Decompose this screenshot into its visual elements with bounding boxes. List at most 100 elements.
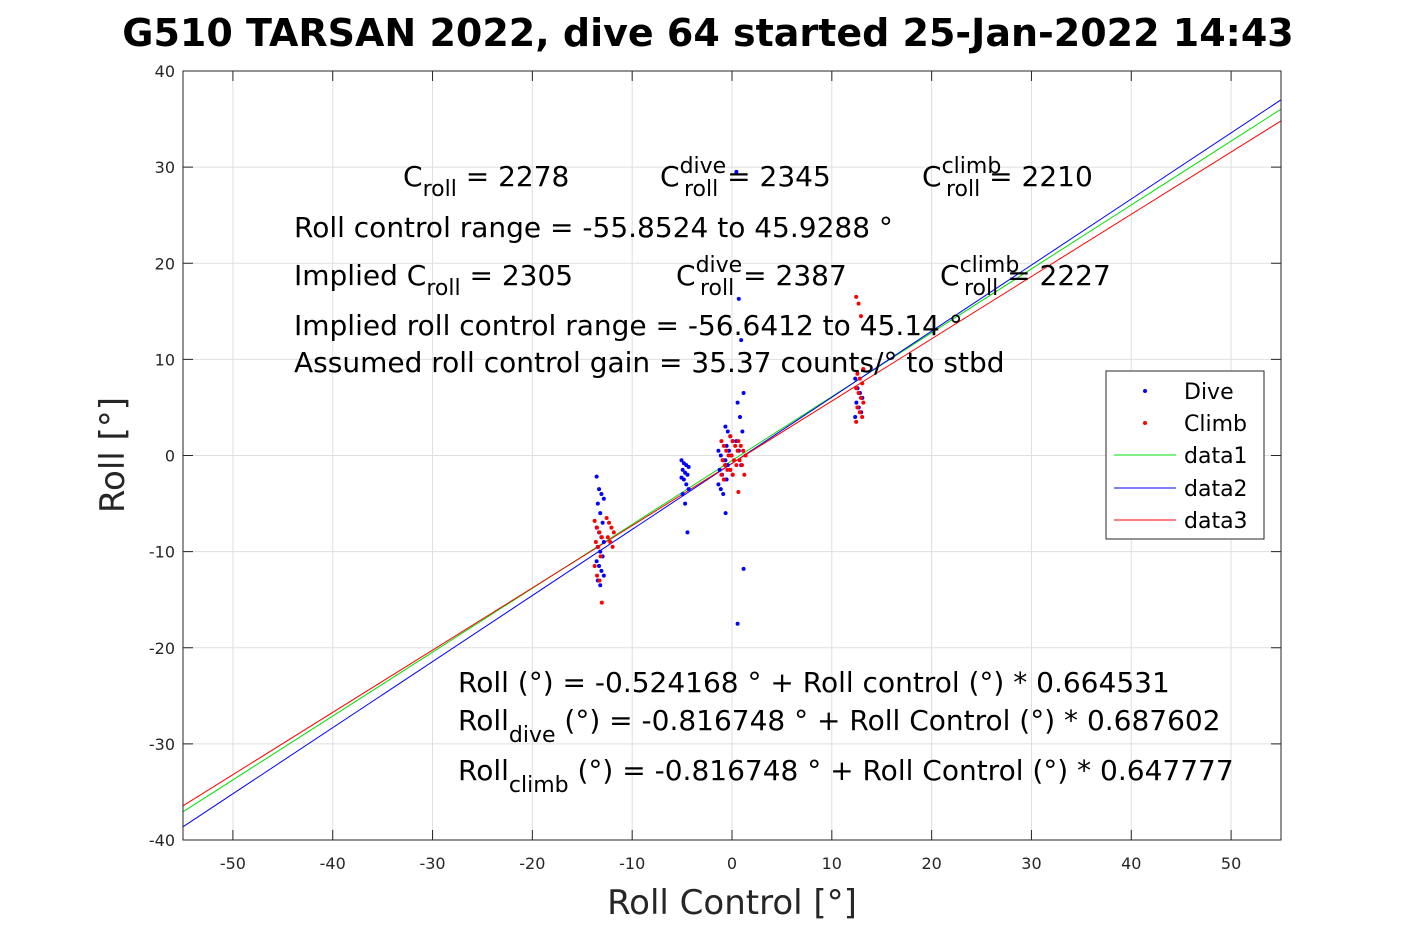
axis-ticks: -50 -40 -30 -20 -10 0 10 20 30 40 50 -40 -30 -20 -10 0 1… bbox=[149, 62, 1281, 873]
data-point-climb bbox=[743, 453, 748, 458]
data-point-climb bbox=[593, 540, 598, 545]
data-point-dive bbox=[723, 458, 728, 463]
data-point-climb bbox=[596, 544, 601, 549]
data-point-dive bbox=[718, 453, 723, 458]
data-point-dive bbox=[735, 400, 740, 405]
y-tick-label: -10 bbox=[149, 543, 175, 562]
x-tick-label: -30 bbox=[419, 854, 445, 873]
data-point-climb bbox=[857, 410, 862, 415]
fit-equation-climb: Rollclimb (°) = -0.816748 ° + Roll Contr… bbox=[458, 754, 1234, 798]
fit-lines bbox=[182, 99, 1282, 828]
series-line-data1 bbox=[182, 108, 1282, 813]
data-point-climb bbox=[731, 458, 736, 463]
data-point-dive bbox=[601, 496, 606, 501]
data-point-climb bbox=[854, 419, 859, 424]
data-point-climb bbox=[725, 467, 730, 472]
data-point-climb bbox=[592, 564, 597, 569]
data-point-climb bbox=[597, 578, 602, 583]
data-point-climb bbox=[733, 443, 738, 448]
data-point-climb bbox=[719, 439, 724, 444]
data-points bbox=[592, 169, 866, 626]
c-roll-dive-annotation: Cdive roll = 2345 bbox=[660, 154, 831, 202]
c-roll-annotation: Croll = 2278 bbox=[403, 160, 569, 202]
data-point-climb bbox=[860, 381, 865, 386]
data-point-dive bbox=[741, 391, 746, 396]
data-point-climb bbox=[608, 540, 613, 545]
data-point-climb bbox=[736, 490, 741, 495]
data-point-climb bbox=[857, 376, 862, 381]
data-point-climb bbox=[729, 453, 734, 458]
data-point-dive bbox=[680, 491, 685, 496]
data-point-climb bbox=[609, 525, 614, 530]
data-point-dive bbox=[717, 467, 722, 472]
data-point-dive bbox=[598, 549, 603, 554]
chart-title: G510 TARSAN 2022, dive 64 started 25-Jan… bbox=[122, 11, 1293, 55]
implied-c-roll-climb-annotation: Cclimb roll = 2227 bbox=[940, 253, 1111, 301]
data-point-dive bbox=[739, 338, 744, 343]
data-point-dive bbox=[680, 467, 685, 472]
assumed-roll-control-gain: Assumed roll control gain = 35.37 counts… bbox=[294, 346, 1005, 379]
data-point-climb bbox=[604, 515, 609, 520]
data-point-dive bbox=[686, 487, 691, 492]
data-point-dive bbox=[723, 424, 728, 429]
data-point-climb bbox=[721, 477, 726, 482]
data-point-dive bbox=[853, 415, 858, 420]
data-point-dive bbox=[737, 415, 742, 420]
data-point-dive bbox=[599, 568, 604, 573]
data-point-dive bbox=[725, 463, 730, 468]
y-tick-label: 20 bbox=[155, 254, 175, 273]
data-point-climb bbox=[599, 600, 604, 605]
data-point-dive bbox=[741, 566, 746, 571]
implied-c-roll-annotation: Implied Croll = 2305 bbox=[294, 259, 573, 301]
data-point-climb bbox=[611, 530, 616, 535]
data-point-dive bbox=[685, 472, 690, 477]
data-point-climb bbox=[736, 439, 741, 444]
data-point-climb bbox=[734, 463, 739, 468]
data-point-dive bbox=[683, 501, 688, 506]
data-point-climb bbox=[856, 301, 861, 306]
data-point-climb bbox=[741, 448, 746, 453]
data-point-climb bbox=[605, 535, 610, 540]
data-point-climb bbox=[730, 439, 735, 444]
data-point-climb bbox=[719, 472, 724, 477]
data-point-dive bbox=[601, 573, 606, 578]
data-point-climb bbox=[595, 573, 600, 578]
data-point-climb bbox=[854, 386, 859, 391]
data-point-dive bbox=[721, 491, 726, 496]
data-point-dive bbox=[595, 501, 600, 506]
data-point-dive bbox=[716, 482, 721, 487]
data-point-dive bbox=[598, 583, 603, 588]
data-point-dive bbox=[597, 564, 602, 569]
x-tick-label: 30 bbox=[1021, 854, 1041, 873]
data-point-dive bbox=[740, 429, 745, 434]
data-point-dive bbox=[724, 443, 729, 448]
data-point-dive bbox=[598, 511, 603, 516]
legend-label-data1: data1 bbox=[1184, 444, 1248, 469]
data-point-climb bbox=[854, 294, 859, 299]
c-roll-climb-annotation: Cclimb roll = 2210 bbox=[922, 154, 1093, 202]
data-point-climb bbox=[724, 448, 729, 453]
data-point-climb bbox=[597, 530, 602, 535]
data-point-climb bbox=[730, 472, 735, 477]
data-point-climb bbox=[607, 520, 612, 525]
legend-label-climb: Climb bbox=[1184, 412, 1247, 437]
data-point-climb bbox=[861, 400, 866, 405]
data-point-climb bbox=[735, 448, 740, 453]
implied-c-roll-dive-annotation: Cdive roll = 2387 bbox=[676, 253, 847, 301]
data-point-dive bbox=[716, 448, 721, 453]
data-point-climb bbox=[598, 554, 603, 559]
data-point-climb bbox=[855, 371, 860, 376]
x-tick-label: 40 bbox=[1121, 854, 1141, 873]
legend-label-data3: data3 bbox=[1184, 509, 1248, 534]
data-point-climb bbox=[737, 458, 742, 463]
data-point-dive bbox=[684, 482, 689, 487]
data-point-dive bbox=[725, 429, 730, 434]
data-point-climb bbox=[860, 415, 865, 420]
x-tick-label: -10 bbox=[619, 854, 645, 873]
data-point-climb bbox=[728, 434, 733, 439]
data-point-dive bbox=[597, 487, 602, 492]
x-tick-label: 0 bbox=[727, 854, 737, 873]
data-point-dive bbox=[681, 477, 686, 482]
roll-control-range: Roll control range = -55.8524 to 45.9288… bbox=[294, 211, 893, 244]
